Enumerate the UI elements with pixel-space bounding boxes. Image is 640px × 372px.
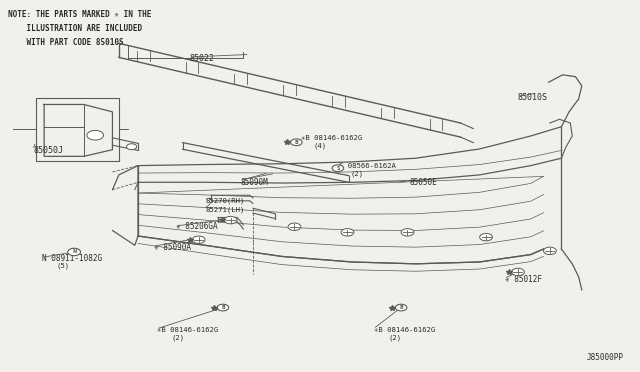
Text: (5): (5) [57, 263, 70, 269]
Text: ✳ 85090A: ✳ 85090A [154, 243, 191, 251]
Text: NOTE: THE PARTS MARKED ✳ IN THE: NOTE: THE PARTS MARKED ✳ IN THE [8, 10, 152, 19]
Circle shape [479, 234, 492, 241]
Text: ✳ 85206GA: ✳ 85206GA [176, 222, 218, 231]
Circle shape [341, 229, 354, 236]
Text: B: B [399, 305, 403, 310]
Text: (2): (2) [172, 335, 185, 341]
Text: 85090M: 85090M [240, 178, 268, 187]
Circle shape [288, 223, 301, 231]
Circle shape [396, 304, 407, 311]
Circle shape [401, 229, 414, 236]
Text: ✳B 08146-6162G: ✳B 08146-6162G [301, 135, 362, 141]
Circle shape [192, 236, 205, 243]
Text: N 08911-1082G: N 08911-1082G [42, 254, 102, 263]
Text: B: B [294, 140, 298, 145]
Text: S: S [336, 166, 340, 171]
Circle shape [224, 217, 237, 224]
Text: (2): (2) [351, 170, 364, 177]
Text: 85271(LH): 85271(LH) [205, 207, 244, 213]
Text: B: B [221, 305, 225, 310]
Circle shape [87, 131, 104, 140]
Circle shape [332, 165, 344, 171]
Text: ✳ 85012F: ✳ 85012F [505, 275, 542, 284]
Text: ✳B 08146-6162G: ✳B 08146-6162G [157, 327, 218, 333]
Text: (2): (2) [389, 335, 402, 341]
Text: (4): (4) [314, 143, 327, 149]
Text: N: N [72, 250, 76, 254]
Circle shape [291, 139, 302, 145]
Text: 85010S: 85010S [518, 93, 548, 102]
Bar [36, 98, 119, 161]
Circle shape [511, 268, 524, 276]
Text: 85270(RH): 85270(RH) [205, 198, 244, 204]
Text: J85000PP: J85000PP [586, 353, 623, 362]
Text: S 08566-6162A: S 08566-6162A [339, 163, 396, 169]
Text: ILLUSTRATION ARE INCLUDED: ILLUSTRATION ARE INCLUDED [8, 24, 143, 33]
Circle shape [68, 248, 81, 256]
Text: 85050E: 85050E [410, 178, 437, 187]
Text: ✳B 08146-6162G: ✳B 08146-6162G [374, 327, 436, 333]
Text: 85022: 85022 [189, 54, 214, 62]
Circle shape [127, 144, 137, 150]
Circle shape [217, 304, 228, 311]
Text: 85050J: 85050J [34, 146, 64, 155]
Text: WITH PART CODE 85010S: WITH PART CODE 85010S [8, 38, 124, 47]
Circle shape [543, 247, 556, 254]
